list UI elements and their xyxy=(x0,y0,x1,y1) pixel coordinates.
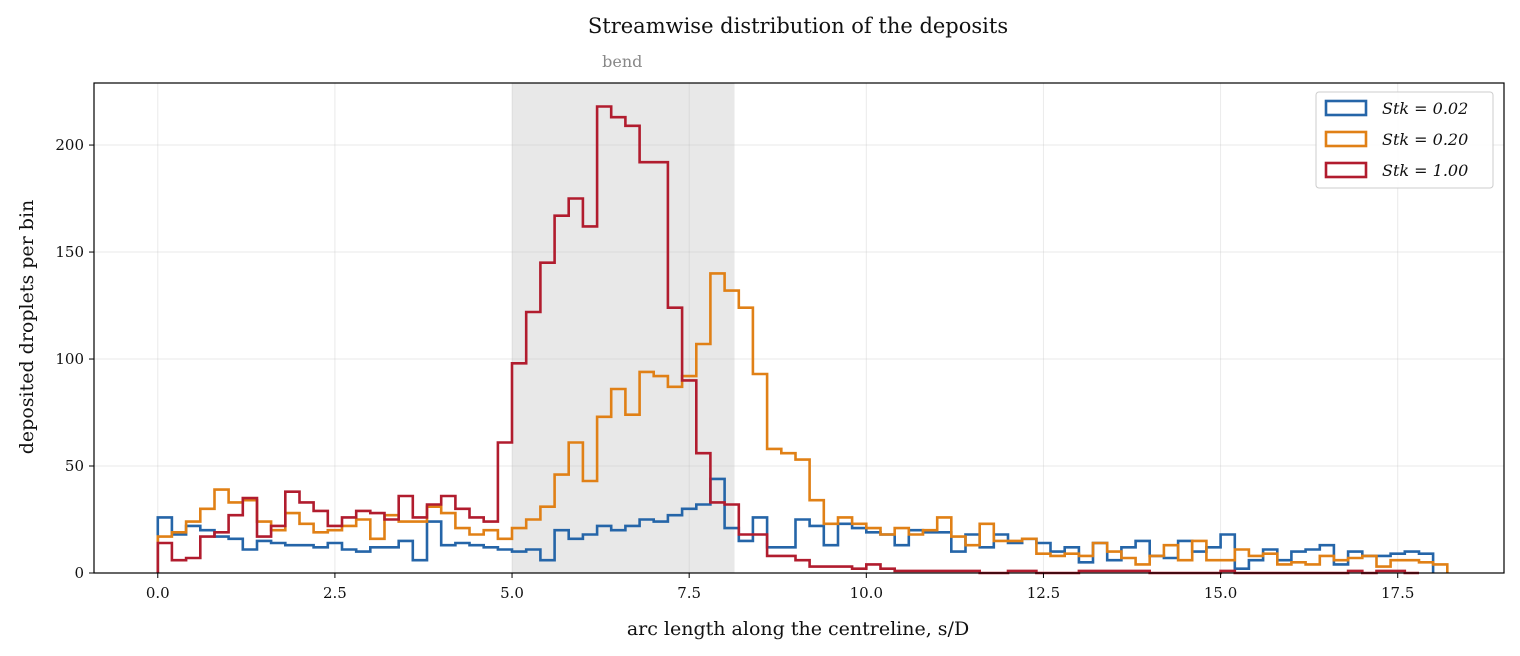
bend-shaded-region xyxy=(512,83,735,573)
axes-frame xyxy=(93,82,1505,574)
legend-swatch-3 xyxy=(1324,161,1368,179)
legend-swatch-2 xyxy=(1324,130,1368,148)
x-tick-label: 2.5 xyxy=(323,584,347,602)
x-tick-label: 15.0 xyxy=(1204,584,1237,602)
histogram-series-3 xyxy=(156,105,1419,575)
y-tick-label: 200 xyxy=(55,136,84,154)
bend-label: bend xyxy=(602,52,642,71)
y-tick-label: 50 xyxy=(65,457,84,475)
histogram-series-2 xyxy=(156,272,1449,573)
x-tick-label: 10.0 xyxy=(850,584,883,602)
chart-title: Streamwise distribution of the deposits xyxy=(588,14,1008,38)
x-tick-label: 7.5 xyxy=(677,584,701,602)
x-axis-label: arc length along the centreline, s/D xyxy=(627,618,969,640)
x-tick-label: 17.5 xyxy=(1381,584,1414,602)
plot-area: bend 0.0 2.5 5.0 7.5 10.0 12.5 15.0 17.5 0 50 100 15… xyxy=(55,52,1505,602)
histogram-series-1 xyxy=(156,477,1435,573)
x-tick-label: 5.0 xyxy=(500,584,524,602)
legend-label-3: Stk = 1.00 xyxy=(1382,161,1468,180)
x-tick-label: 0.0 xyxy=(146,584,170,602)
legend: Stk = 0.02 Stk = 0.20 Stk = 1.00 xyxy=(1315,91,1494,189)
legend-label-1: Stk = 0.02 xyxy=(1382,99,1468,118)
y-tick-label: 0 xyxy=(74,564,84,582)
legend-swatch-1 xyxy=(1324,99,1368,117)
y-tick-label: 150 xyxy=(55,243,84,261)
y-tick-label: 100 xyxy=(55,350,84,368)
y-axis-label: deposited droplets per bin xyxy=(16,200,38,455)
x-tick-label: 12.5 xyxy=(1027,584,1060,602)
legend-label-2: Stk = 0.20 xyxy=(1382,130,1468,149)
